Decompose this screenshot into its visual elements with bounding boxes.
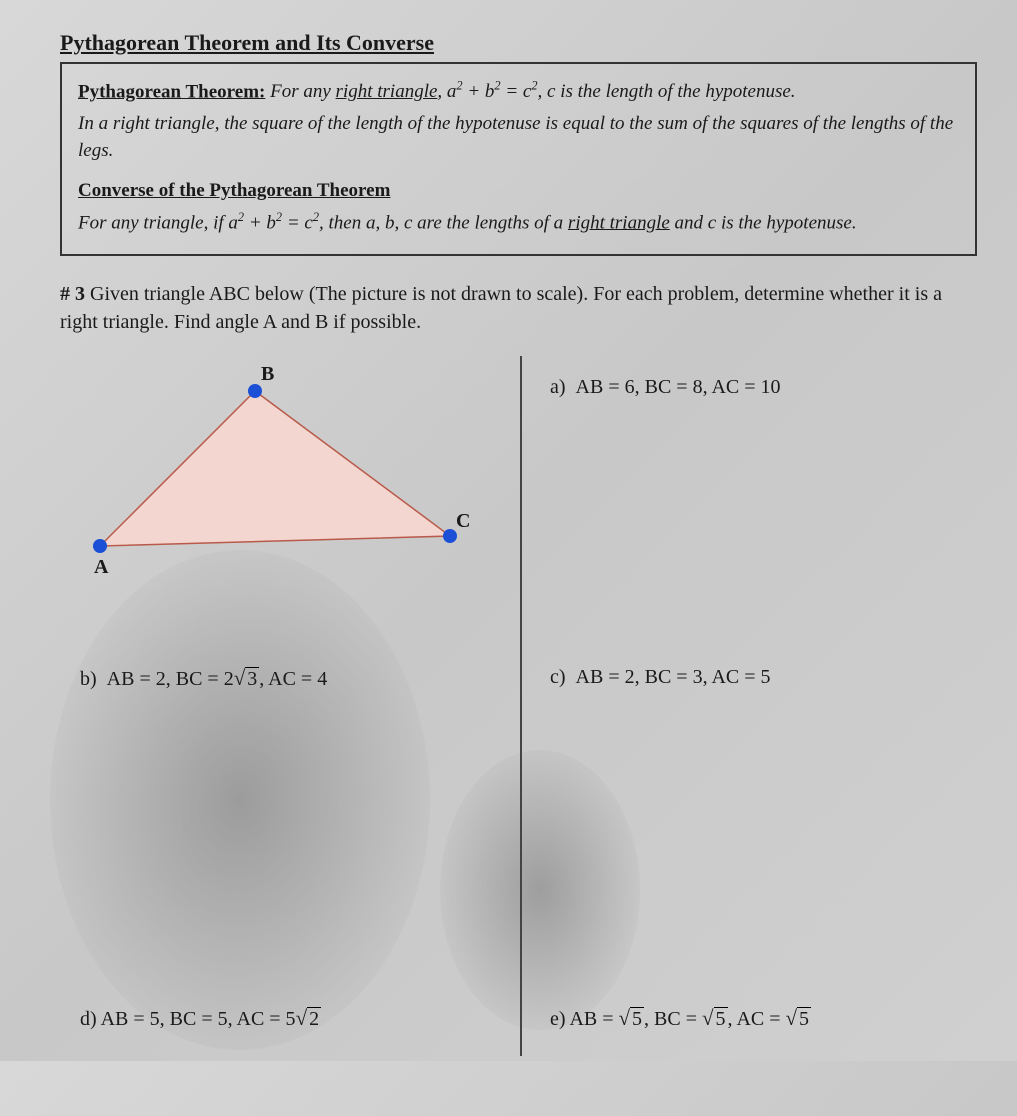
sqrt-icon: √5 xyxy=(619,1008,645,1030)
problem-c-text: AB = 2, BC = 3, AC = 5 xyxy=(576,666,771,688)
vertex-label-c: C xyxy=(456,510,470,533)
problem-d-label: d) xyxy=(80,1008,97,1030)
problem-a: a) AB = 6, BC = 8, AC = 10 xyxy=(550,376,781,399)
vertex-label-a: A xyxy=(94,556,108,579)
triangle-svg xyxy=(70,366,480,576)
question-3: # 3 Given triangle ABC below (The pictur… xyxy=(60,280,977,336)
theorem-body: In a right triangle, the square of the l… xyxy=(78,110,959,165)
theorem-text: For any right triangle, a2 + b2 = c2, c … xyxy=(265,81,795,102)
problem-d-pre: AB = 5, BC = 5, AC = 5 xyxy=(101,1008,296,1030)
theorem-heading: Pythagorean Theorem: xyxy=(78,81,265,102)
problem-b: b) AB = 2, BC = 2√3, AC = 4 xyxy=(80,666,327,691)
converse-heading-line: Converse of the Pythagorean Theorem xyxy=(78,177,959,205)
problem-a-text: AB = 6, BC = 8, AC = 10 xyxy=(576,376,781,398)
vertex-b xyxy=(248,384,262,398)
sqrt-icon: √3 xyxy=(234,668,260,690)
problem-c: c) AB = 2, BC = 3, AC = 5 xyxy=(550,666,771,689)
question-number: # 3 xyxy=(60,283,85,305)
triangle-shape xyxy=(100,391,450,546)
vertex-c xyxy=(443,529,457,543)
sqrt-icon: √5 xyxy=(702,1008,728,1030)
problem-b-label: b) xyxy=(80,668,97,690)
triangle-diagram: A B C xyxy=(70,366,470,586)
problem-a-label: a) xyxy=(550,376,566,398)
problem-e-label: e) xyxy=(550,1008,566,1030)
worksheet-page: Pythagorean Theorem and Its Converse Pyt… xyxy=(0,0,1017,1116)
vertex-label-b: B xyxy=(261,363,274,386)
problem-d: d) AB = 5, BC = 5, AC = 5√2 xyxy=(80,1006,321,1031)
problem-e: e) AB = √5, BC = √5, AC = √5 xyxy=(550,1006,811,1031)
converse-heading: Converse of the Pythagorean Theorem xyxy=(78,180,390,201)
problems-grid: A B C a) AB = 6, BC = 8, AC = 10 b) AB =… xyxy=(60,356,977,1076)
pythagorean-theorem-statement: Pythagorean Theorem: For any right trian… xyxy=(78,78,959,106)
page-title: Pythagorean Theorem and Its Converse xyxy=(60,30,977,56)
converse-statement: For any triangle, if a2 + b2 = c2, then … xyxy=(78,209,959,237)
problem-b-post: , AC = 4 xyxy=(259,668,327,690)
question-text: Given triangle ABC below (The picture is… xyxy=(60,283,942,333)
problem-c-label: c) xyxy=(550,666,566,688)
sqrt-icon: √2 xyxy=(296,1008,322,1030)
vertex-a xyxy=(93,539,107,553)
vertical-divider xyxy=(520,356,522,1056)
theorem-box: Pythagorean Theorem: For any right trian… xyxy=(60,62,977,256)
sqrt-icon: √5 xyxy=(786,1008,812,1030)
problem-b-pre: AB = 2, BC = 2 xyxy=(107,668,234,690)
